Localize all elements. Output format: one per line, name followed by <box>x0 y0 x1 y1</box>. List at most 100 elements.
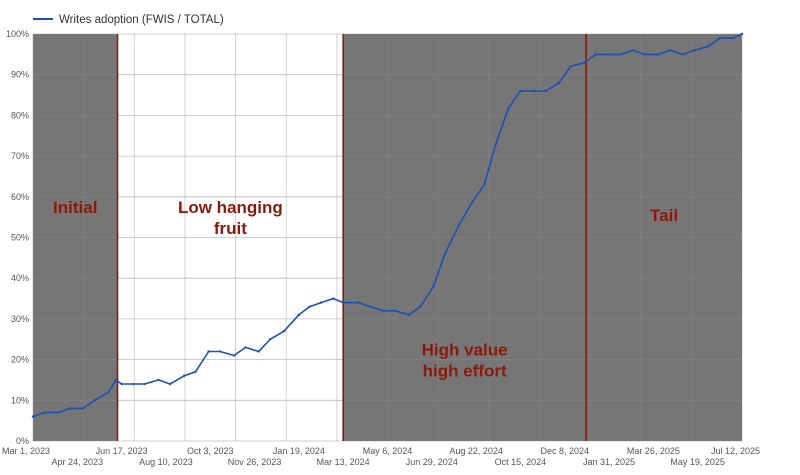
y-tick-label: 60% <box>11 192 29 202</box>
data-point <box>643 53 646 56</box>
data-point <box>583 61 586 64</box>
data-point <box>668 49 671 52</box>
y-axis-ticks: 0% 10% 20% 30% 40% 50% 60% 70% 80% 90% 100% <box>6 29 29 446</box>
phase-label: fruit <box>214 219 247 238</box>
data-point <box>432 285 435 288</box>
data-point <box>319 301 323 304</box>
data-point <box>507 106 511 109</box>
x-axis-ticks: Mar 1, 2023 Jun 17, 2023 Oct 3, 2023 Jan 19… <box>2 446 760 467</box>
x-tick-label: Aug 22, 2024 <box>449 446 503 456</box>
data-point <box>693 49 696 52</box>
data-point <box>232 354 236 357</box>
x-tick-label: Mar 13, 2024 <box>317 457 370 467</box>
data-point <box>393 309 397 312</box>
data-point <box>43 411 46 414</box>
x-tick-label: Jul 12, 2025 <box>711 446 760 456</box>
data-point <box>419 305 422 308</box>
data-point <box>194 370 197 374</box>
data-point <box>107 390 110 394</box>
data-point <box>68 407 72 410</box>
legend[interactable]: Writes adoption (FWIS / TOTAL) <box>33 14 224 26</box>
data-point <box>357 301 360 304</box>
data-point <box>268 338 272 341</box>
data-point <box>157 378 160 382</box>
y-tick-label: 50% <box>11 233 29 243</box>
data-point <box>457 224 461 227</box>
data-point <box>407 313 411 317</box>
x-tick-label: Jun 17, 2023 <box>96 446 148 456</box>
data-point <box>341 301 345 304</box>
legend-label: Writes adoption (FWIS / TOTAL) <box>59 14 224 26</box>
x-tick-label: May 19, 2025 <box>670 457 725 467</box>
x-tick-label: Jan 31, 2025 <box>583 457 635 467</box>
data-point <box>218 350 222 353</box>
x-tick-label: Jun 29, 2024 <box>406 457 458 467</box>
data-point <box>207 350 210 353</box>
phase-labels: Initial Low hanging fruit High value high ef… <box>53 198 678 380</box>
data-point <box>382 309 385 312</box>
data-point <box>31 415 35 418</box>
data-point <box>369 305 372 308</box>
data-point <box>594 53 598 56</box>
data-point <box>731 36 735 40</box>
y-tick-label: 80% <box>11 110 29 120</box>
data-point <box>143 382 146 386</box>
data-point <box>469 203 472 207</box>
data-point <box>519 89 522 93</box>
data-point <box>707 45 710 48</box>
phase-label: Low hanging <box>178 198 283 217</box>
grid-lines <box>32 33 743 442</box>
data-point <box>620 53 623 56</box>
data-point <box>114 378 118 382</box>
data-point <box>257 350 260 353</box>
series-layer <box>31 32 744 418</box>
y-tick-label: 0% <box>16 436 29 446</box>
data-point <box>657 53 660 56</box>
y-tick-label: 20% <box>11 355 29 365</box>
phase-label: Tail <box>650 206 678 225</box>
y-tick-label: 100% <box>6 29 29 39</box>
data-point <box>57 411 60 414</box>
x-tick-label: Aug 10, 2023 <box>139 457 193 467</box>
data-point <box>718 36 722 40</box>
data-point <box>93 399 96 402</box>
y-tick-label: 30% <box>11 314 29 324</box>
x-tick-label: Oct 3, 2023 <box>187 446 234 456</box>
y-tick-label: 40% <box>11 273 29 283</box>
data-point <box>557 81 561 85</box>
x-tick-label: Apr 24, 2023 <box>52 457 104 467</box>
data-point <box>740 32 744 36</box>
phase-label: high effort <box>423 362 507 381</box>
data-point <box>120 382 123 386</box>
data-point <box>483 183 486 186</box>
data-point <box>608 53 612 56</box>
x-tick-label: Jan 19, 2024 <box>273 446 325 456</box>
data-point <box>244 346 247 349</box>
x-tick-label: Mar 1, 2023 <box>2 446 50 456</box>
data-point <box>569 65 572 68</box>
x-tick-label: Oct 15, 2024 <box>495 457 547 467</box>
x-tick-label: May 6, 2024 <box>363 446 413 456</box>
data-point <box>131 382 135 386</box>
data-point <box>533 89 536 93</box>
data-point <box>443 252 447 255</box>
x-tick-label: Nov 26, 2023 <box>228 457 282 467</box>
data-point <box>297 313 301 317</box>
data-point <box>544 89 548 93</box>
y-tick-label: 90% <box>11 70 29 80</box>
data-point <box>332 297 335 300</box>
data-point <box>308 305 311 308</box>
data-point <box>81 407 85 410</box>
data-point <box>182 374 186 378</box>
x-tick-label: Mar 26, 2025 <box>627 446 680 456</box>
data-point <box>494 142 498 146</box>
data-point <box>631 49 635 52</box>
y-tick-label: 70% <box>11 151 29 161</box>
x-tick-label: Dec 8, 2024 <box>540 446 589 456</box>
y-tick-label: 10% <box>11 395 29 405</box>
phase-dividers <box>116 34 587 441</box>
phase-label: Initial <box>53 198 97 217</box>
phase-label: High value <box>422 341 508 360</box>
data-point <box>282 329 286 333</box>
